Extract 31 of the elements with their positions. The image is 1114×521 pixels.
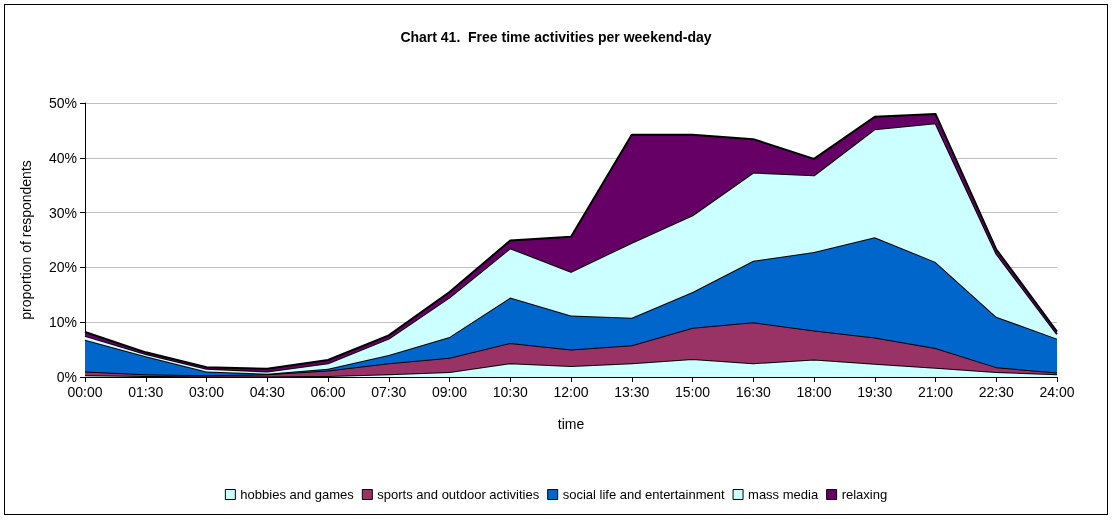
x-tick-label: 22:30 <box>978 384 1014 400</box>
legend-label: relaxing <box>841 487 888 502</box>
legend-label: hobbies and games <box>240 487 355 502</box>
x-tick-label: 21:00 <box>917 384 954 400</box>
x-tick-label: 03:00 <box>188 384 225 400</box>
x-tick-label: 16:30 <box>735 384 771 400</box>
x-tick-label: 18:00 <box>796 384 832 400</box>
x-tick-label: 04:30 <box>249 384 285 400</box>
legend-label: sports and outdoor activities <box>377 487 540 502</box>
x-axis-title: time <box>557 416 585 432</box>
y-tick-label: 40% <box>48 149 77 166</box>
y-tick-label: 0% <box>56 369 77 385</box>
x-tick-label: 09:00 <box>431 384 468 400</box>
x-tick-label: 01:30 <box>128 384 164 400</box>
x-tick-label: 15:00 <box>674 384 711 400</box>
y-tick-label: 10% <box>48 314 77 331</box>
x-tick-label: 19:30 <box>857 384 893 400</box>
y-tick-label: 20% <box>48 259 77 276</box>
x-tick-label: 07:30 <box>371 384 407 400</box>
x-tick-label: 10:30 <box>492 384 528 400</box>
chart-title: Chart 41. Free time activities per weekend-day <box>400 29 712 45</box>
x-tick-label: 06:00 <box>310 384 346 400</box>
x-tick-label: 24:00 <box>1039 384 1075 400</box>
y-tick-label: 30% <box>48 204 77 221</box>
legend-label: social life and entertainment <box>562 487 725 502</box>
legend-label: mass media <box>748 487 819 502</box>
x-tick-label: 00:00 <box>67 384 103 400</box>
x-tick-label: 13:30 <box>614 384 650 400</box>
y-tick-label: 50% <box>48 95 77 111</box>
x-tick-label: 12:00 <box>553 384 589 400</box>
y-axis-title: proportion of respondents <box>18 160 34 320</box>
